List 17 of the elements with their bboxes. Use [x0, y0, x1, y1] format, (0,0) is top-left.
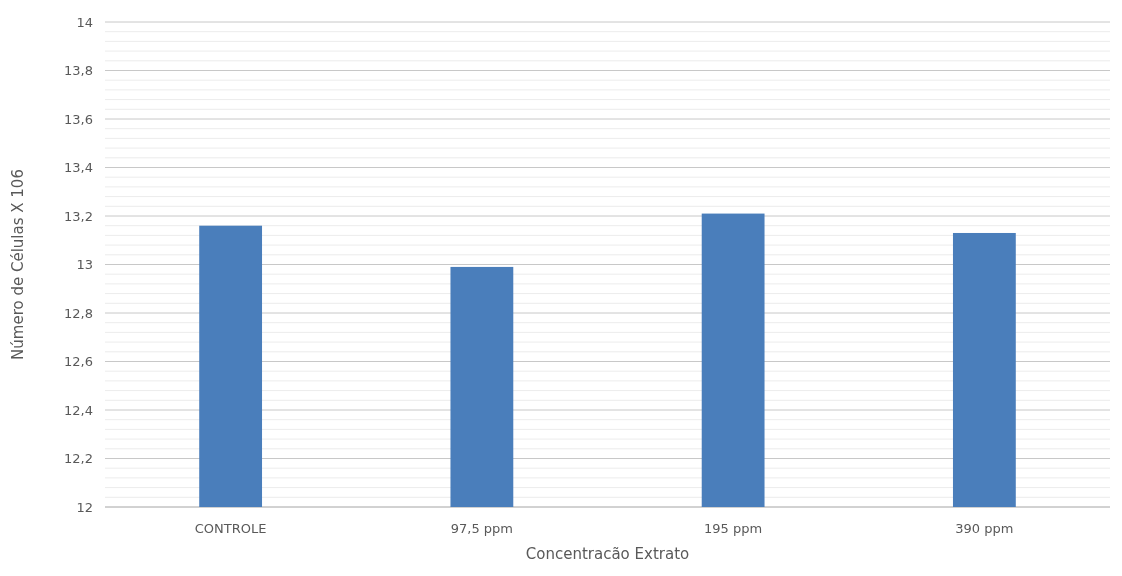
y-tick-label: 12,4 [64, 402, 93, 418]
y-axis-title: Número de Células X 106 [9, 169, 27, 360]
y-tick-label: 13,4 [64, 160, 93, 176]
y-tick-label: 13 [76, 257, 93, 273]
x-axis-title: Concentracão Extrato [525, 545, 690, 563]
x-tick-label: CONTROLE [194, 521, 267, 536]
y-tick-label: 12,8 [64, 305, 93, 321]
y-tick-label: 13,2 [64, 208, 93, 224]
y-tick-label: 13,6 [64, 111, 93, 127]
y-tick-label: 13,8 [64, 63, 93, 79]
y-tick-label: 12 [76, 499, 93, 515]
x-tick-label: 390 ppm [955, 521, 1014, 536]
x-tick-label: 195 ppm [704, 521, 763, 536]
y-tick-label: 12,2 [64, 451, 93, 467]
x-tick-label: 97,5 ppm [450, 521, 513, 536]
y-tick-label: 14 [76, 14, 93, 30]
y-tick-label: 12,6 [64, 354, 93, 370]
